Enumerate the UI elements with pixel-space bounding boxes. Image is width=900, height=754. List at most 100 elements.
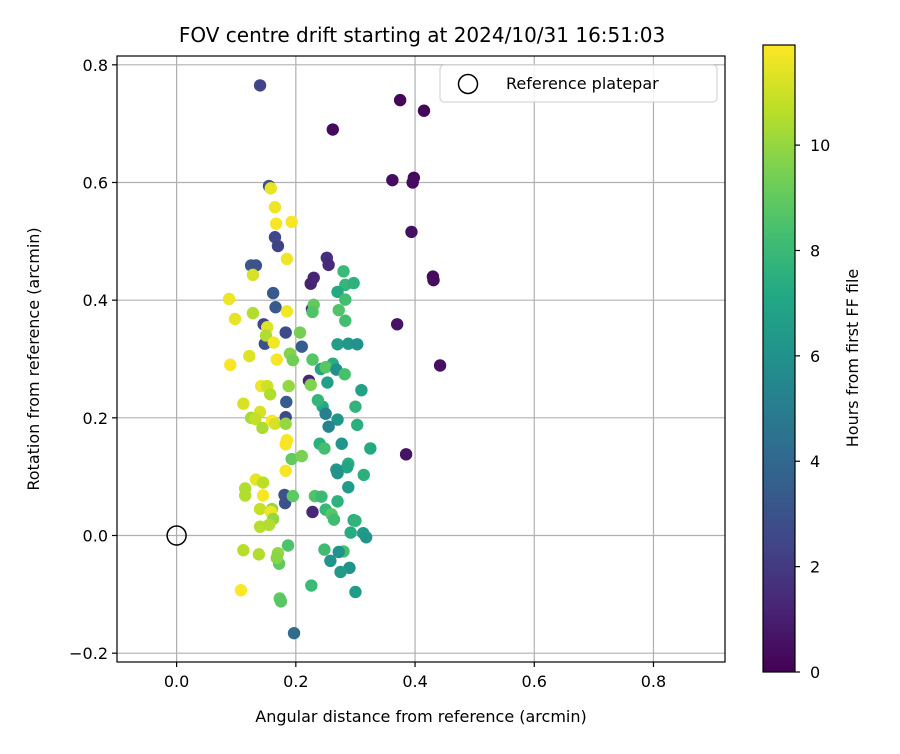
data-point — [406, 176, 419, 189]
data-point — [351, 418, 364, 432]
colorbar-tick-label: 10 — [810, 136, 830, 155]
data-point — [344, 526, 357, 539]
data-point — [222, 292, 236, 306]
data-point — [305, 579, 318, 592]
data-point — [405, 225, 418, 239]
reference-platepar-marker — [166, 525, 187, 546]
legend-label: Reference platepar — [506, 74, 659, 93]
colorbar-ticks: 0 2 4 6 8 10 — [795, 136, 830, 682]
data-point — [327, 513, 341, 526]
data-point — [322, 258, 335, 272]
data-point — [295, 340, 308, 353]
data-point — [285, 452, 298, 466]
data-point — [262, 518, 276, 532]
data-point — [279, 464, 292, 477]
chart-title: FOV centre drift starting at 2024/10/31 … — [179, 23, 665, 47]
data-point — [359, 531, 373, 544]
legend-marker — [457, 73, 479, 95]
data-point — [334, 565, 347, 579]
data-point — [282, 379, 295, 393]
x-tick-label: 0.8 — [641, 672, 666, 691]
data-point — [339, 293, 352, 306]
data-point — [326, 123, 339, 136]
x-axis-label: Angular distance from reference (arcmin) — [255, 707, 586, 726]
data-point — [340, 461, 354, 474]
data-point — [253, 502, 267, 516]
data-point — [337, 265, 350, 278]
data-point — [270, 551, 283, 565]
data-point — [271, 239, 285, 253]
data-point — [351, 338, 364, 351]
data-point — [270, 353, 283, 366]
data-point — [319, 407, 332, 420]
data-point — [287, 626, 301, 640]
data-point — [331, 338, 344, 351]
data-point — [331, 495, 344, 508]
data-point — [322, 420, 335, 433]
x-tick-label: 0.2 — [283, 672, 308, 691]
data-point — [249, 259, 263, 272]
colorbar-tick-label: 8 — [810, 241, 820, 260]
data-point — [237, 544, 250, 557]
data-point — [243, 349, 256, 363]
data-point — [280, 305, 294, 318]
data-point — [295, 449, 308, 463]
data-point — [268, 417, 282, 430]
legend-box — [439, 64, 718, 103]
data-point — [331, 285, 344, 299]
data-point — [263, 388, 277, 401]
data-point — [318, 442, 331, 455]
data-point — [285, 215, 298, 229]
x-tick-label: 0.4 — [402, 672, 427, 691]
data-point — [280, 252, 294, 266]
y-tick-label: 0.4 — [83, 291, 108, 310]
colorbar-label: Hours from first FF file — [843, 269, 862, 448]
data-point — [332, 303, 345, 317]
data-point — [264, 182, 277, 195]
data-point — [393, 93, 407, 107]
colorbar-tick-label: 4 — [810, 452, 820, 471]
y-tick-label: 0.8 — [83, 56, 108, 75]
y-axis-label: Rotation from reference (arcmin) — [24, 227, 43, 490]
data-point — [274, 595, 288, 608]
data-point — [306, 305, 319, 319]
data-point — [253, 79, 267, 92]
colorbar — [762, 44, 796, 673]
data-point — [390, 318, 404, 331]
data-point — [324, 554, 337, 568]
data-points — [222, 79, 447, 640]
data-point — [349, 585, 362, 599]
data-point — [319, 361, 332, 374]
data-point — [307, 271, 320, 285]
data-point — [256, 421, 269, 435]
data-point — [349, 400, 362, 413]
data-point — [306, 505, 319, 519]
x-tick-label: 0.0 — [164, 672, 189, 691]
data-point — [399, 448, 413, 461]
data-point — [238, 489, 252, 502]
data-point — [266, 286, 280, 300]
data-point — [306, 353, 319, 366]
data-point — [269, 217, 283, 230]
data-point — [321, 376, 334, 389]
y-tick-label: 0.6 — [83, 173, 108, 192]
data-point — [331, 466, 344, 480]
data-point — [347, 276, 360, 290]
data-point — [252, 548, 266, 561]
data-point — [256, 489, 270, 502]
x-axis-ticks: 0.0 0.2 0.4 0.6 0.8 — [164, 662, 666, 691]
data-point — [331, 413, 344, 426]
data-point — [234, 584, 248, 597]
data-point — [332, 545, 345, 559]
data-point — [386, 173, 399, 187]
data-point — [267, 336, 280, 349]
data-point — [269, 301, 282, 314]
data-point — [315, 490, 328, 503]
data-point — [304, 378, 317, 392]
data-point — [246, 268, 260, 282]
data-point — [237, 397, 250, 410]
data-point — [355, 383, 368, 397]
data-point — [279, 438, 292, 451]
data-point — [281, 539, 295, 552]
data-point — [293, 326, 307, 339]
